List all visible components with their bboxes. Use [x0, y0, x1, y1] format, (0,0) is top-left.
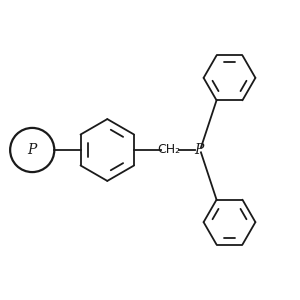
Text: P: P	[194, 143, 203, 157]
Text: CH₂: CH₂	[158, 143, 181, 157]
Text: P: P	[28, 143, 37, 157]
